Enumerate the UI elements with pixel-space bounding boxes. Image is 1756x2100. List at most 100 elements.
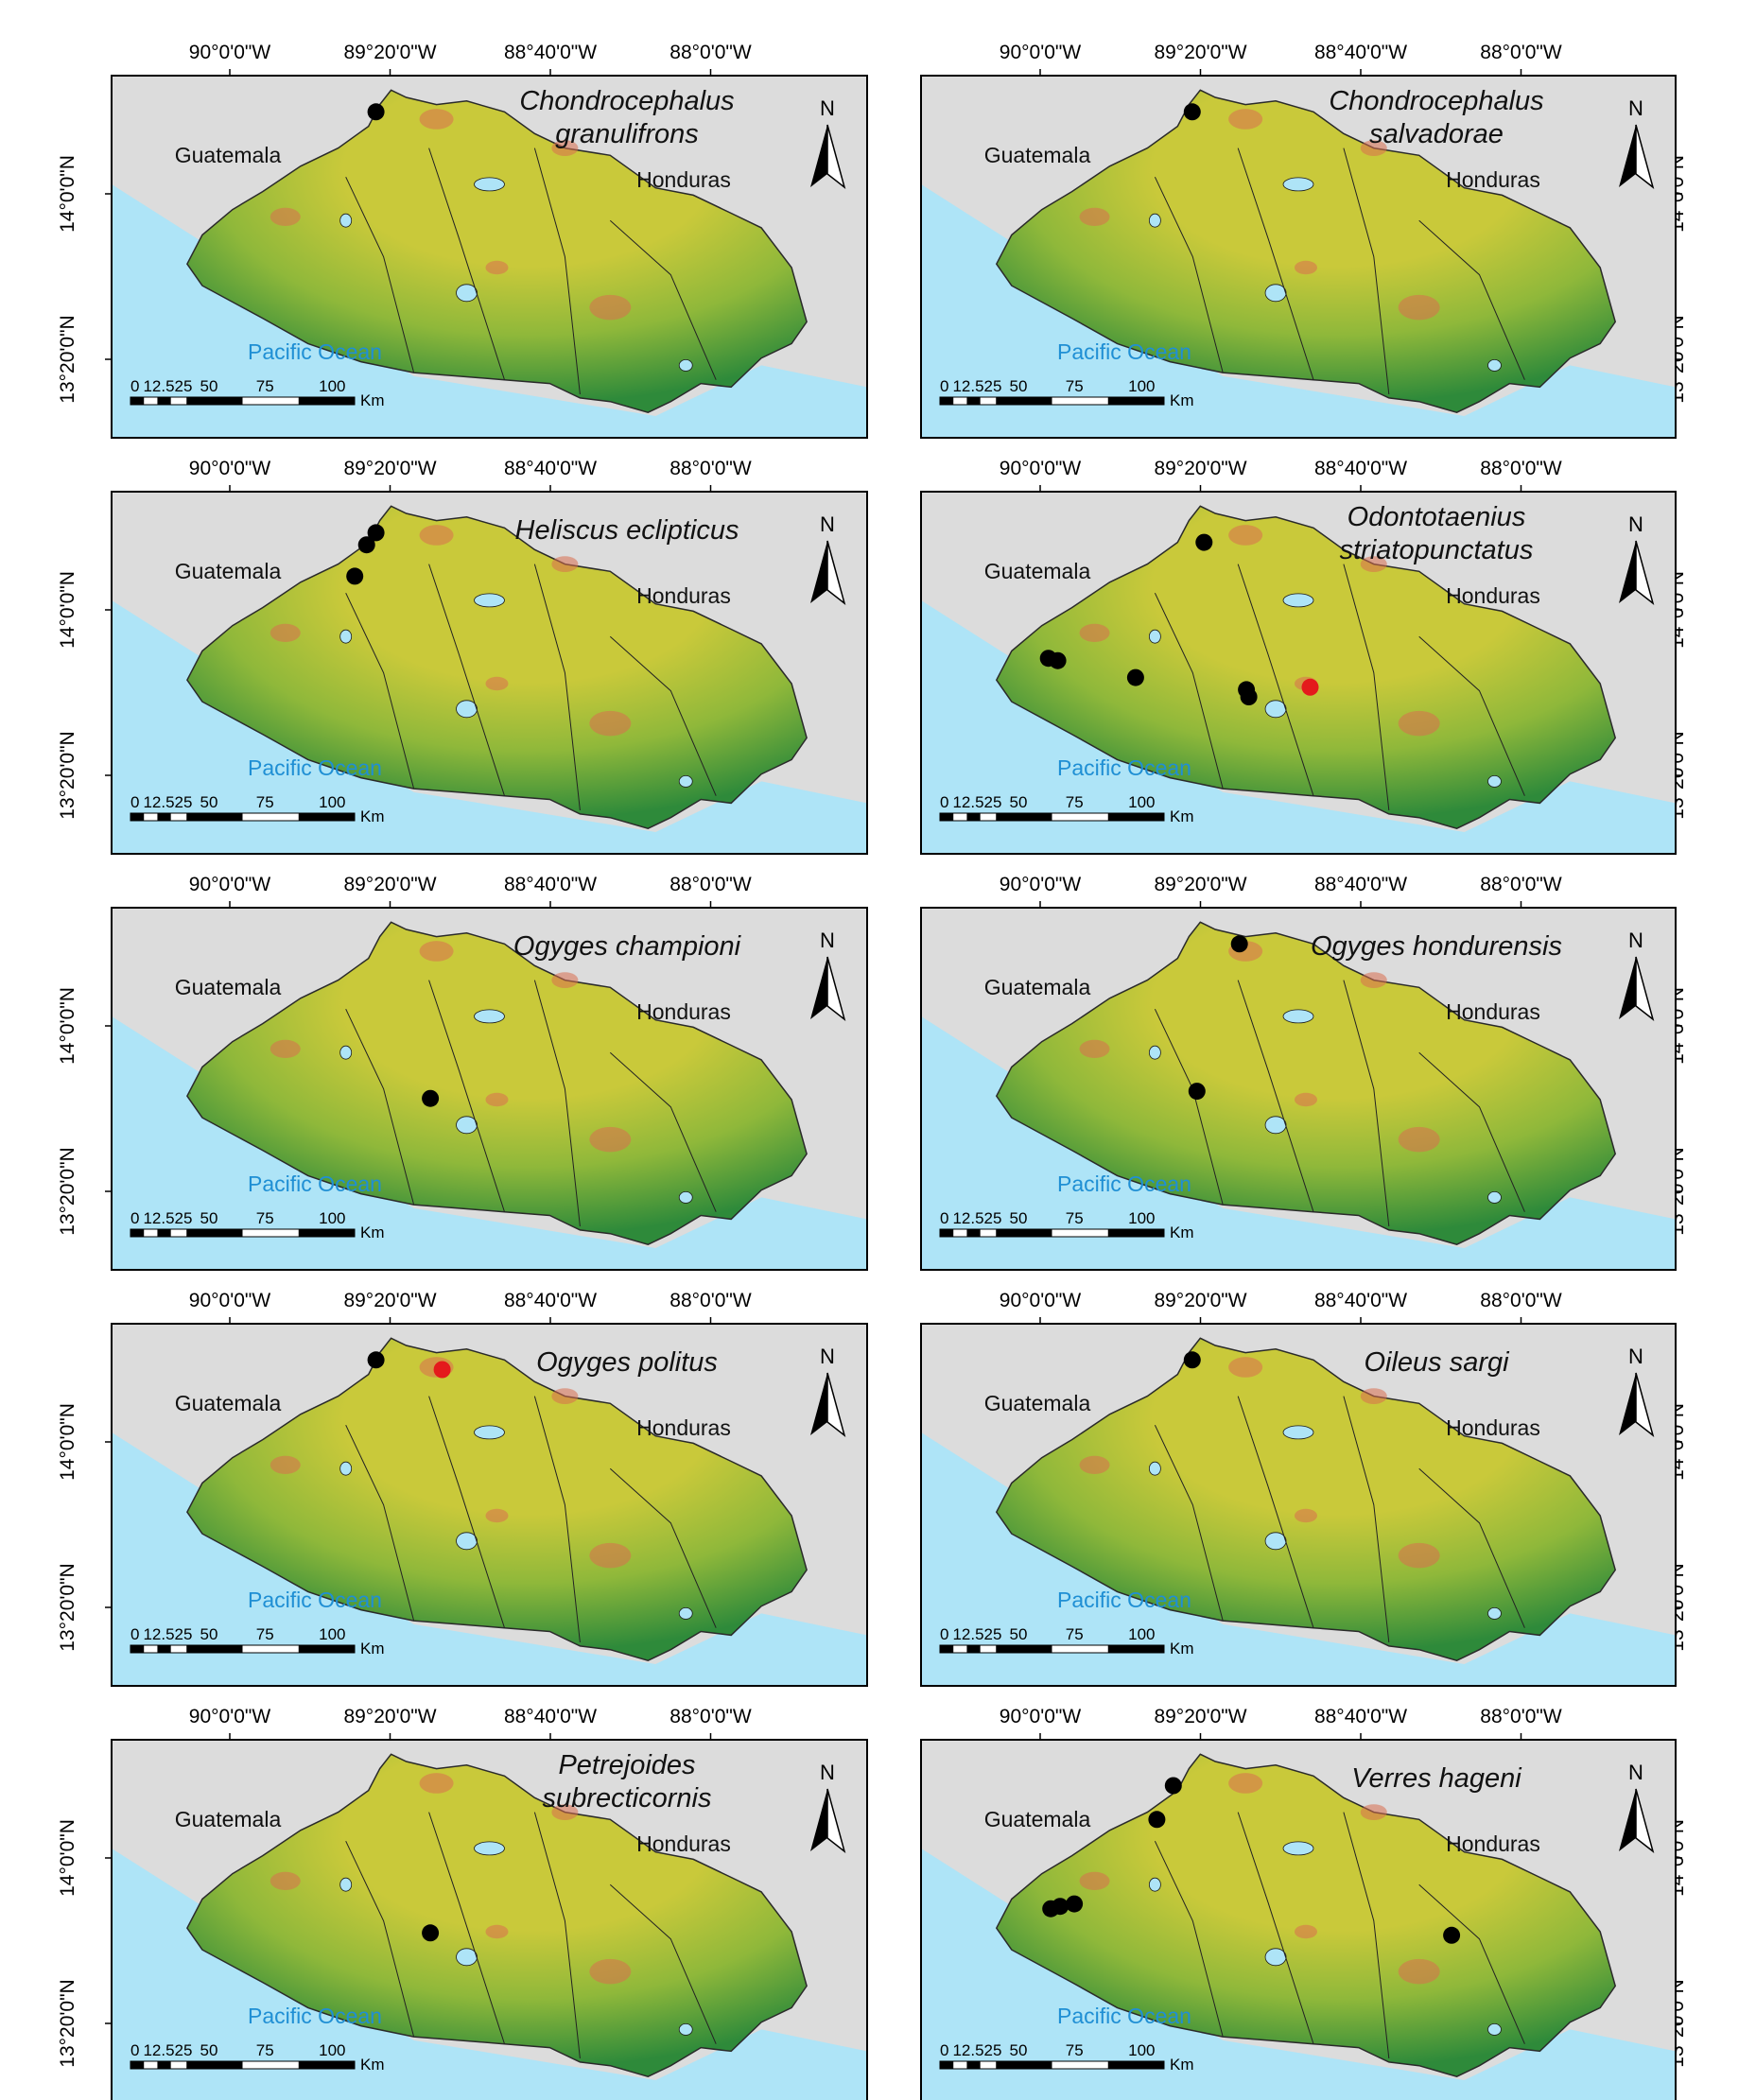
ocean-area xyxy=(112,1015,867,1270)
scale-bar-segment xyxy=(157,2061,171,2069)
highland-patch xyxy=(269,207,301,226)
longitude-tick-label: 89°20'0"W xyxy=(343,42,436,63)
longitude-tick-label: 89°20'0"W xyxy=(1154,42,1246,63)
north-arrow-icon xyxy=(1635,124,1655,189)
ocean-label: Pacific Ocean xyxy=(248,339,382,364)
scale-tick-label: 100 xyxy=(319,377,345,395)
scale-unit-label: Km xyxy=(360,1640,385,1657)
scale-bar-segment xyxy=(298,2061,355,2069)
country-relief xyxy=(995,89,1617,413)
scale-tick-label: 100 xyxy=(1128,793,1155,811)
panel-frame xyxy=(111,907,868,1271)
ocean-label: Pacific Ocean xyxy=(1057,2004,1191,2028)
scale-tick-label: 75 xyxy=(1066,1625,1084,1643)
country-label-guatemala: Guatemala xyxy=(984,1391,1091,1415)
ocean-label: Pacific Ocean xyxy=(248,755,382,780)
map-panel: 90°0'0"W 89°20'0"W 88°40'0"W 88°0'0"W 14°0'0… xyxy=(57,458,868,855)
lake xyxy=(1487,1607,1502,1620)
ocean-label: Pacific Ocean xyxy=(1057,1171,1191,1196)
scale-bar-segment xyxy=(130,813,145,821)
scale-tick-label: 50 xyxy=(200,377,217,395)
lake xyxy=(456,284,478,303)
country-label-honduras: Honduras xyxy=(1446,583,1540,608)
longitude-tick-label: 90°0'0"W xyxy=(189,42,271,63)
scale-bar-segment xyxy=(1107,1229,1164,1237)
species-title: Petrejoides xyxy=(558,1750,695,1780)
scale-bar-segment xyxy=(996,813,1052,821)
longitude-tick-label: 89°20'0"W xyxy=(1154,874,1246,895)
country-label-guatemala: Guatemala xyxy=(175,975,282,999)
department-boundary xyxy=(609,219,717,380)
scale-bar-segment xyxy=(186,813,243,821)
scale-tick-label: 0 xyxy=(130,793,139,811)
highland-patch xyxy=(1294,1508,1317,1523)
highland-patch xyxy=(1079,1455,1110,1474)
highland-patch xyxy=(1228,525,1263,546)
scale-tick-label: 50 xyxy=(1009,377,1027,395)
country-relief xyxy=(186,1753,808,2077)
scale-bar-segment xyxy=(186,397,243,405)
scale-tick-label: 50 xyxy=(200,2041,217,2059)
scale-tick-label: 0 xyxy=(130,2041,139,2059)
record-point xyxy=(1049,651,1067,669)
record-point xyxy=(1240,688,1258,705)
highland-patch xyxy=(551,140,579,157)
highland-patch xyxy=(551,1804,579,1820)
lake xyxy=(1148,1877,1161,1892)
scale-tick-label: 75 xyxy=(1066,793,1084,811)
department-boundary xyxy=(1237,148,1314,380)
scale-tick-label: 50 xyxy=(1009,793,1027,811)
longitude-tick-label: 90°0'0"W xyxy=(189,1706,271,1727)
longitude-tick-label: 89°20'0"W xyxy=(1154,458,1246,479)
scale-bar-segment xyxy=(130,1229,145,1237)
lake xyxy=(1282,1425,1314,1440)
lake xyxy=(1282,1841,1314,1856)
country-label-honduras: Honduras xyxy=(1446,1415,1540,1440)
north-arrow-icon xyxy=(1619,125,1636,187)
highland-patch xyxy=(551,972,579,988)
record-point xyxy=(357,536,375,554)
species-title: Heliscus eclipticus xyxy=(515,515,739,546)
scale-tick-label: 100 xyxy=(1128,1625,1155,1643)
country-label-guatemala: Guatemala xyxy=(984,1807,1091,1831)
department-boundary xyxy=(533,980,581,1227)
country-label-honduras: Honduras xyxy=(636,999,731,1024)
north-arrow-icon xyxy=(1619,1789,1636,1851)
department-boundary xyxy=(533,1396,581,1643)
highland-patch xyxy=(1079,207,1110,226)
country-label-honduras: Honduras xyxy=(1446,167,1540,192)
lake xyxy=(456,1116,478,1135)
highland-patch xyxy=(551,556,579,572)
record-point xyxy=(1195,533,1213,551)
lake xyxy=(474,1425,505,1440)
lake xyxy=(1148,629,1161,644)
latitude-tick-label: 13°20'0"N xyxy=(57,1147,78,1235)
scale-tick-label: 100 xyxy=(319,2041,345,2059)
ocean-area xyxy=(112,599,867,854)
highland-patch xyxy=(1228,1773,1263,1794)
country-label-honduras: Honduras xyxy=(636,1831,731,1856)
scale-tick-label: 100 xyxy=(319,1209,345,1227)
scale-unit-label: Km xyxy=(1170,1224,1194,1241)
longitude-tick-label: 88°40'0"W xyxy=(504,458,597,479)
species-title: granulifrons xyxy=(555,119,699,149)
lake xyxy=(1148,213,1161,228)
scale-tick-label: 12.525 xyxy=(952,2041,1001,2059)
highland-patch xyxy=(485,260,509,275)
scale-tick-label: 100 xyxy=(1128,1209,1155,1227)
scale-tick-label: 75 xyxy=(256,2041,274,2059)
lake xyxy=(456,700,478,719)
country-label-guatemala: Guatemala xyxy=(175,143,282,167)
department-boundary xyxy=(428,564,505,796)
highland-patch xyxy=(1360,140,1387,157)
highlight-record-point xyxy=(433,1361,451,1379)
scale-tick-label: 0 xyxy=(940,377,948,395)
department-boundary xyxy=(345,592,415,790)
scale-unit-label: Km xyxy=(1170,2056,1194,2074)
country-label-honduras: Honduras xyxy=(636,583,731,608)
department-boundary xyxy=(345,1424,415,1622)
scale-bar-segment xyxy=(1107,1645,1164,1653)
scale-bar-segment xyxy=(186,1645,243,1653)
lake xyxy=(1487,2022,1502,2036)
lake xyxy=(474,1009,505,1024)
